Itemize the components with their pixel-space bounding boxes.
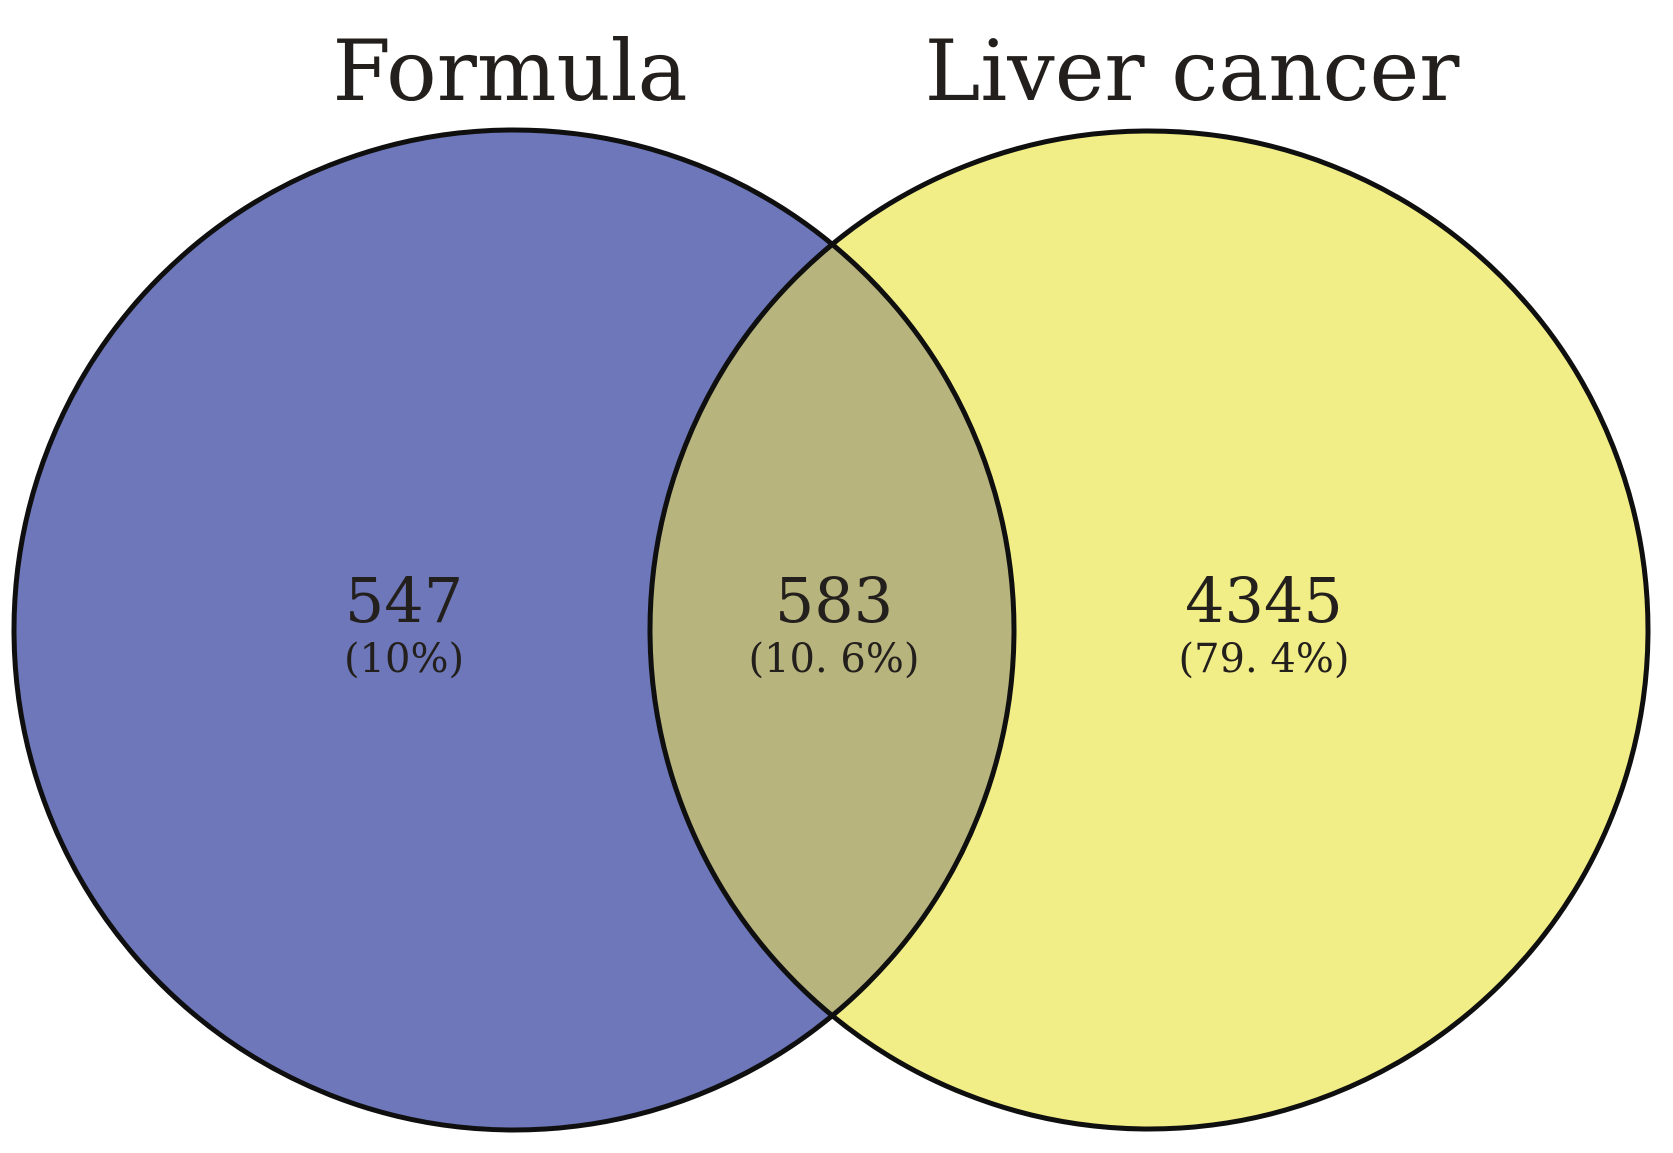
liver-only-count: 4345 [1185, 564, 1343, 637]
formula-circle-outline [11, 127, 1017, 1133]
formula-set-label: Formula [332, 22, 687, 120]
intersection-count: 583 [775, 564, 893, 637]
intersection-percent: (10. 6%) [749, 636, 920, 682]
formula-only-percent: (10%) [344, 636, 464, 682]
liver-cancer-set-label: Liver cancer [925, 22, 1461, 120]
liver-only-percent: (79. 4%) [1179, 636, 1350, 682]
formula-only-count: 547 [345, 564, 463, 637]
intersection-region [650, 131, 1014, 1129]
liver-cancer-circle-outline [647, 128, 1651, 1132]
